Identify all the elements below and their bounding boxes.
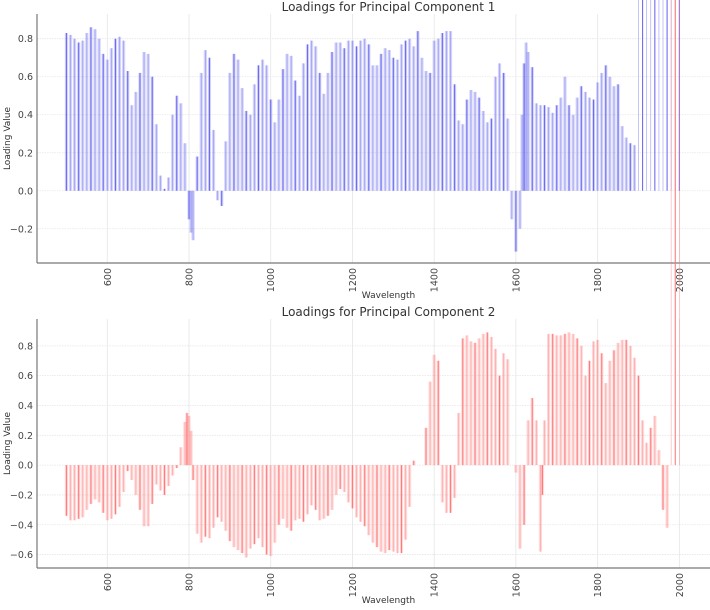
- x-tick-label: 2000: [675, 268, 686, 292]
- y-axis-label: Loading Value: [3, 412, 13, 476]
- chart-pc1: −0.2 0.0 0.2 0.4 0.6 0.8 600 800 1000 1200 1400 160…: [3, 0, 710, 301]
- y-tick-label: 0.8: [18, 341, 33, 352]
- x-tick-label: 1800: [593, 573, 604, 597]
- y-tick-label: 0.2: [18, 148, 33, 159]
- x-tick-label: 800: [185, 268, 196, 286]
- y-tick-label: −0.4: [10, 520, 33, 531]
- x-tick-label: 600: [103, 573, 114, 591]
- x-tick-label: 1200: [348, 573, 359, 597]
- y-tick-label: 0.0: [18, 461, 33, 472]
- x-tick-label: 1400: [430, 268, 441, 292]
- chart-title: Loadings for Principal Component 2: [282, 305, 496, 319]
- y-tick-label: 0.6: [18, 72, 33, 83]
- x-tick-label: 1600: [511, 268, 522, 292]
- y-axis-label: Loading Value: [3, 107, 13, 171]
- x-tick-label: 1000: [266, 268, 277, 292]
- x-tick-label: 800: [185, 573, 196, 591]
- y-tick-label: 0.6: [18, 371, 33, 382]
- x-tick-label: 2000: [675, 573, 686, 597]
- y-tick-label: 0.8: [18, 34, 33, 45]
- x-tick-label: 1200: [348, 268, 359, 292]
- bars: [64, 0, 680, 558]
- x-axis-label: Wavelength: [362, 596, 415, 606]
- x-tick-label: 1800: [593, 268, 604, 292]
- x-tick-label: 1000: [266, 573, 277, 597]
- x-tick-label: 1400: [430, 573, 441, 597]
- y-tick-label: 0.0: [18, 186, 33, 197]
- y-tick-label: 0.4: [18, 110, 33, 121]
- x-tick-label: 1600: [511, 573, 522, 597]
- x-tick-label: 600: [103, 268, 114, 286]
- chart-pc2: −0.6 −0.4 −0.2 0.0 0.2 0.4 0.6 0.8 600 800 1000 120…: [3, 0, 710, 606]
- x-axis-label: Wavelength: [362, 291, 415, 301]
- chart-title: Loadings for Principal Component 1: [282, 0, 496, 14]
- y-tick-label: −0.2: [10, 490, 33, 501]
- bars: [64, 0, 680, 252]
- y-tick-label: 0.4: [18, 401, 33, 412]
- y-tick-label: −0.2: [10, 224, 33, 235]
- y-tick-label: −0.6: [10, 550, 33, 561]
- y-tick-label: 0.2: [18, 431, 33, 442]
